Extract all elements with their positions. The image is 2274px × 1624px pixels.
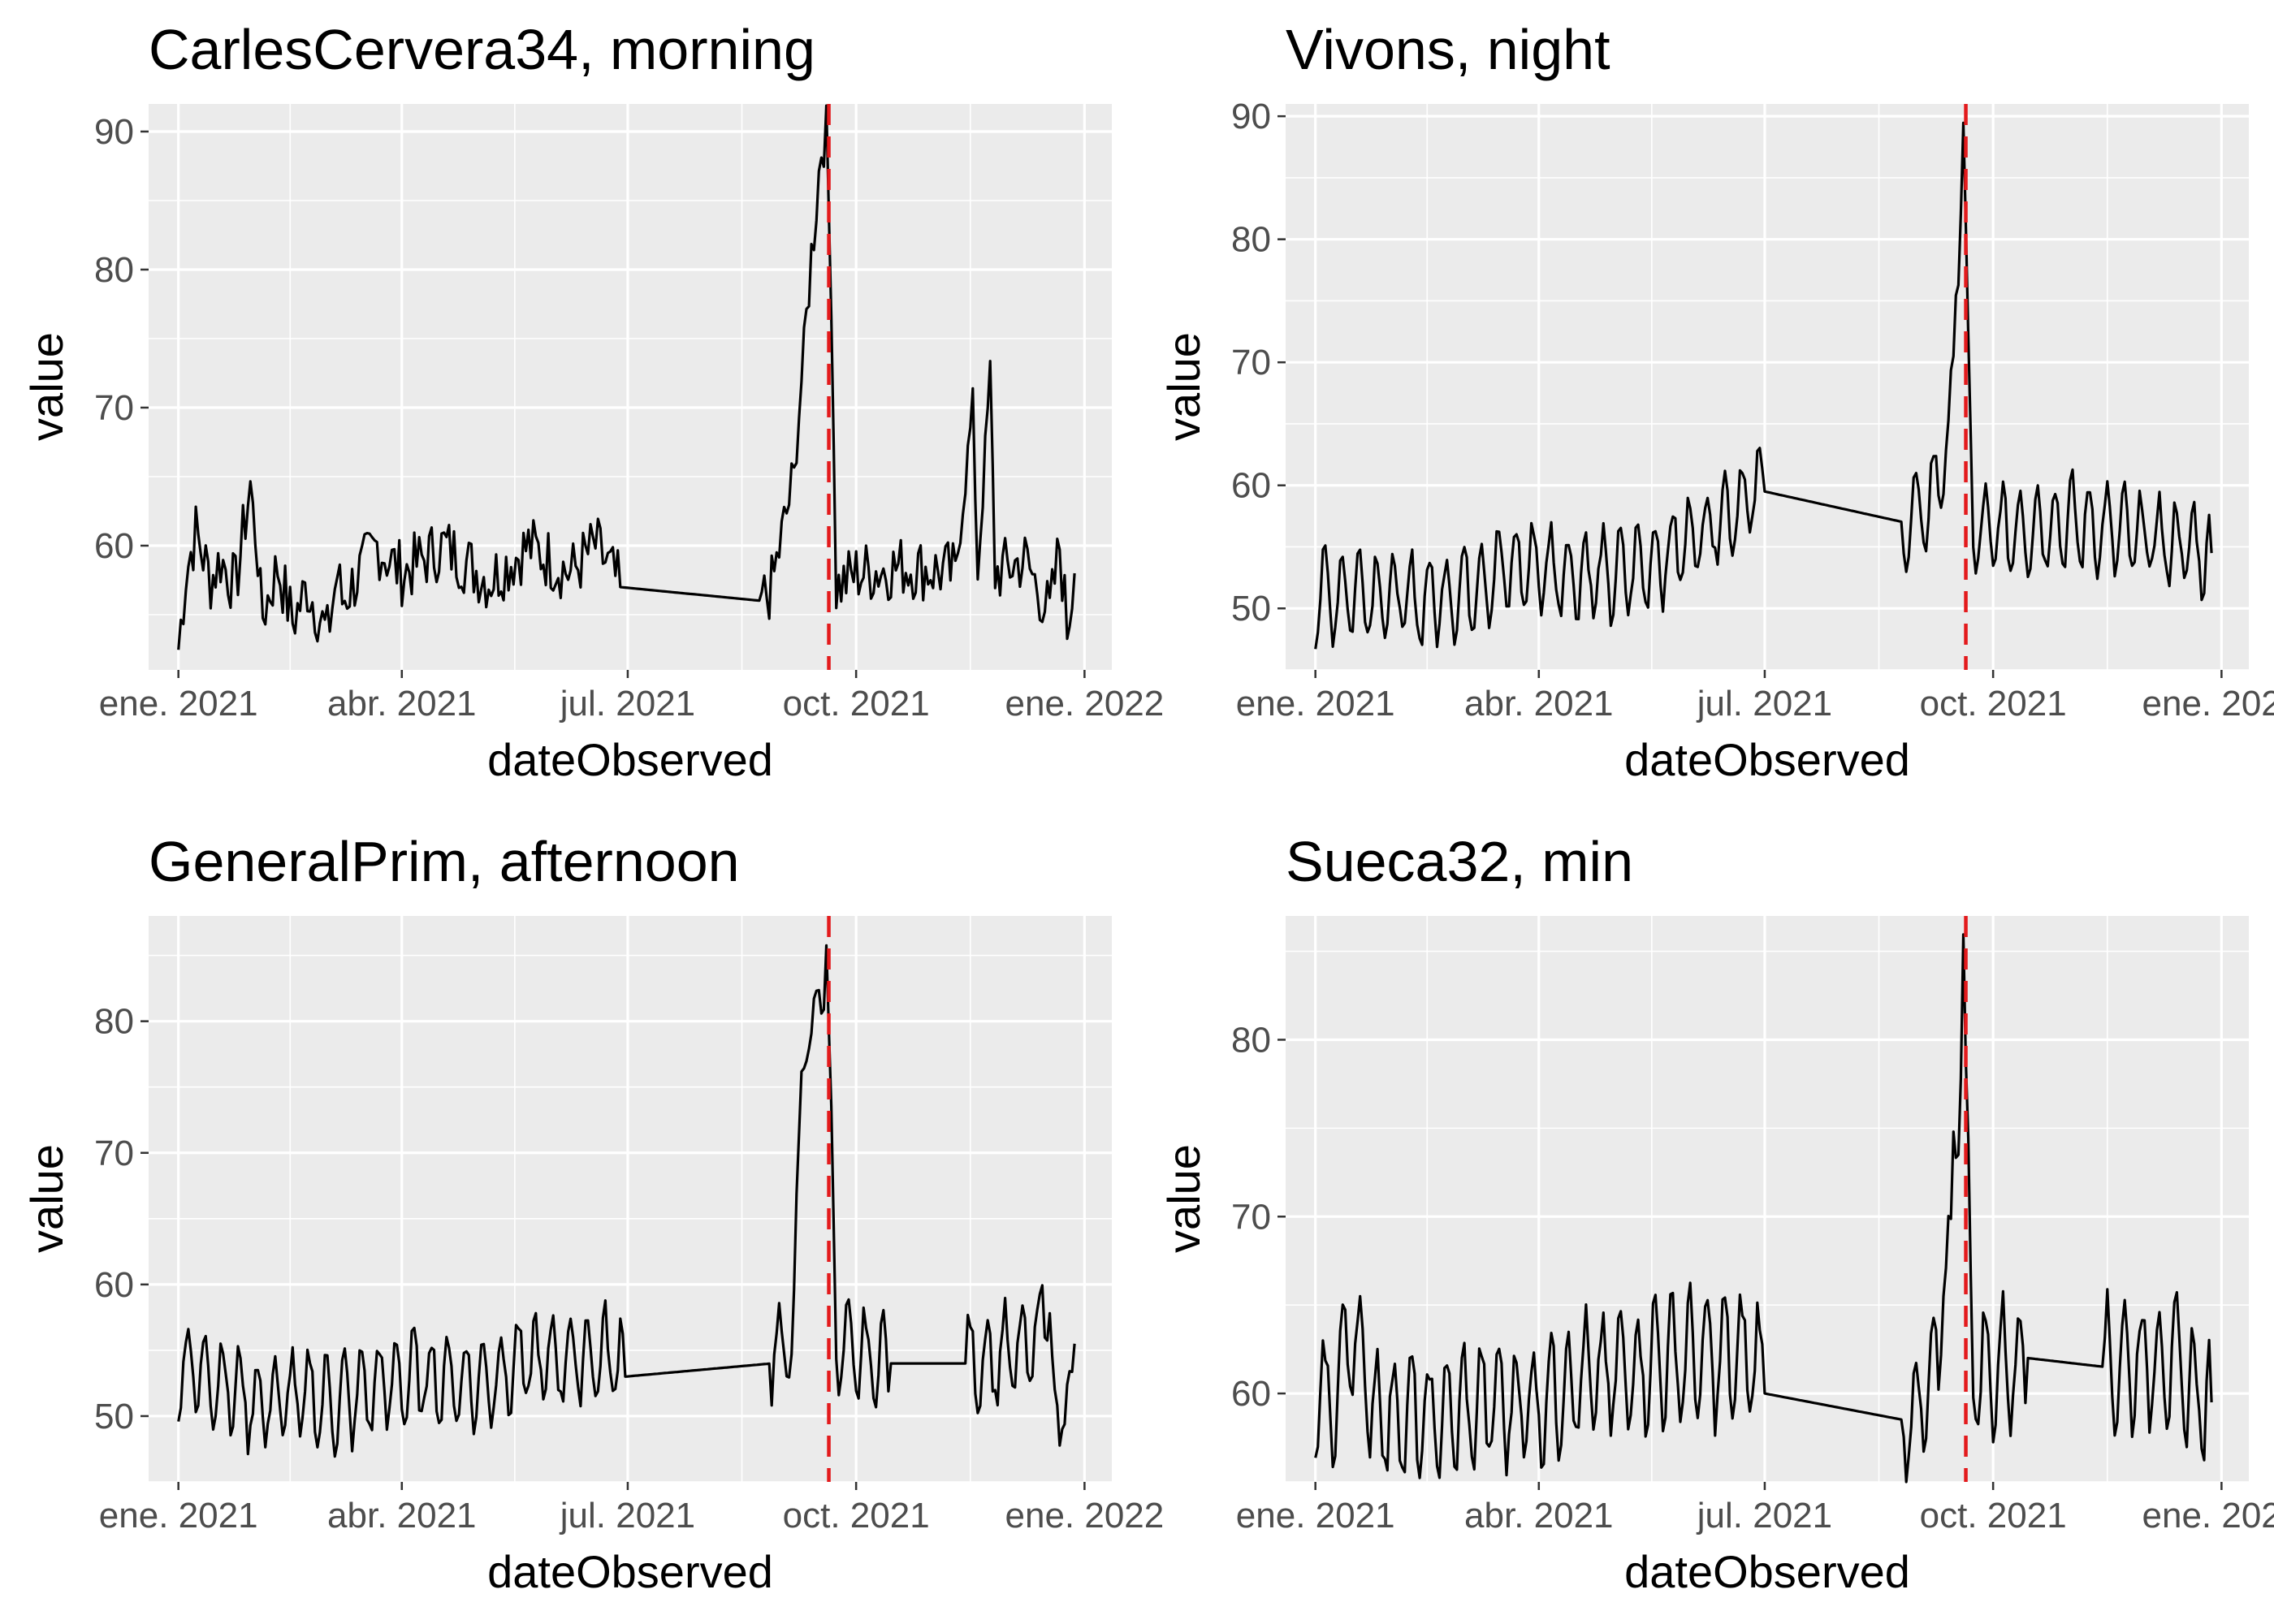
y-axis-label: value bbox=[1158, 332, 1209, 441]
chart-title: GeneralPrim, afternoon bbox=[149, 830, 740, 893]
y-tick-label: 90 bbox=[1231, 97, 1271, 136]
x-tick-label: abr. 2021 bbox=[327, 1496, 477, 1535]
series-line bbox=[177, 944, 1076, 1458]
x-axis-label: dateObserved bbox=[487, 734, 773, 785]
plot-panel bbox=[149, 104, 1112, 670]
series-line bbox=[177, 104, 1076, 650]
x-tick-label: ene. 2022 bbox=[2142, 1496, 2274, 1535]
chart-title: Vivons, night bbox=[1286, 18, 1610, 81]
y-tick-label: 60 bbox=[94, 526, 134, 566]
y-axis-label: value bbox=[21, 1144, 72, 1253]
y-tick-label: 90 bbox=[94, 112, 134, 152]
y-tick-label: 70 bbox=[1231, 1197, 1271, 1237]
x-tick-label: ene. 2021 bbox=[1236, 1496, 1395, 1535]
series-line bbox=[1314, 933, 2213, 1484]
y-axis-label: value bbox=[21, 332, 72, 441]
panel-vivons-night: Vivons, night 50 60 70 80 90 ene. 2021 abr. 2… bbox=[1158, 18, 2274, 785]
plot-panel bbox=[1286, 104, 2249, 670]
x-tick-label: oct. 2021 bbox=[783, 1496, 930, 1535]
chart-title: Sueca32, min bbox=[1286, 830, 1633, 893]
panel-carlescervera34-morning: CarlesCervera34, morning 60 70 80 90 ene. 2… bbox=[21, 18, 1164, 785]
panel-sueca32-min: Sueca32, min 60 70 80 ene. 2021 abr. 2021 ju… bbox=[1158, 830, 2274, 1597]
x-axis-label: dateObserved bbox=[1624, 734, 1910, 785]
x-tick-label: ene. 2021 bbox=[99, 684, 258, 723]
chart-title: CarlesCervera34, morning bbox=[149, 18, 815, 81]
y-tick-label: 80 bbox=[94, 1002, 134, 1042]
y-tick-label: 70 bbox=[94, 388, 134, 428]
y-axis: 50 60 70 80 90 bbox=[1231, 97, 1286, 628]
plot-panel bbox=[149, 916, 1112, 1482]
x-axis: ene. 2021 abr. 2021 jul. 2021 oct. 2021 ene.… bbox=[1236, 670, 2274, 723]
y-tick-label: 70 bbox=[94, 1134, 134, 1173]
plot-panel bbox=[1286, 916, 2249, 1482]
y-tick-label: 60 bbox=[1231, 1374, 1271, 1414]
x-axis: ene. 2021 abr. 2021 jul. 2021 oct. 2021 ene.… bbox=[1236, 1482, 2274, 1535]
y-axis: 60 70 80 bbox=[1231, 1020, 1286, 1414]
x-tick-label: abr. 2021 bbox=[1464, 684, 1614, 723]
y-tick-label: 70 bbox=[1231, 343, 1271, 382]
gridlines bbox=[1286, 104, 2249, 671]
y-tick-label: 80 bbox=[1231, 1020, 1271, 1060]
x-tick-label: jul. 2021 bbox=[559, 1496, 695, 1535]
x-tick-label: ene. 2022 bbox=[1005, 1496, 1165, 1535]
panel-generalprim-afternoon: GeneralPrim, afternoon 50 60 70 80 ene. 202… bbox=[21, 830, 1164, 1597]
y-tick-label: 50 bbox=[94, 1397, 134, 1436]
x-tick-label: abr. 2021 bbox=[1464, 1496, 1614, 1535]
x-tick-label: jul. 2021 bbox=[559, 684, 695, 723]
y-tick-label: 80 bbox=[1231, 220, 1271, 260]
x-tick-label: ene. 2022 bbox=[1005, 684, 1165, 723]
x-tick-label: ene. 2021 bbox=[99, 1496, 258, 1535]
y-tick-label: 60 bbox=[94, 1265, 134, 1305]
series-line bbox=[1314, 121, 2213, 650]
x-tick-label: oct. 2021 bbox=[783, 684, 930, 723]
y-tick-label: 80 bbox=[94, 250, 134, 290]
x-axis-label: dateObserved bbox=[487, 1546, 773, 1597]
x-axis: ene. 2021 abr. 2021 jul. 2021 oct. 2021 ene.… bbox=[99, 670, 1164, 723]
y-axis: 50 60 70 80 bbox=[94, 1002, 149, 1436]
y-axis: 60 70 80 90 bbox=[94, 112, 149, 566]
y-axis-label: value bbox=[1158, 1144, 1209, 1253]
x-tick-label: abr. 2021 bbox=[327, 684, 477, 723]
x-tick-label: ene. 2021 bbox=[1236, 684, 1395, 723]
y-tick-label: 60 bbox=[1231, 466, 1271, 506]
x-axis-label: dateObserved bbox=[1624, 1546, 1910, 1597]
x-tick-label: jul. 2021 bbox=[1696, 684, 1832, 723]
x-tick-label: ene. 2022 bbox=[2142, 684, 2274, 723]
x-tick-label: oct. 2021 bbox=[1920, 684, 2067, 723]
y-tick-label: 50 bbox=[1231, 589, 1271, 628]
x-tick-label: jul. 2021 bbox=[1696, 1496, 1832, 1535]
x-tick-label: oct. 2021 bbox=[1920, 1496, 2067, 1535]
x-axis: ene. 2021 abr. 2021 jul. 2021 oct. 2021 ene.… bbox=[99, 1482, 1164, 1535]
